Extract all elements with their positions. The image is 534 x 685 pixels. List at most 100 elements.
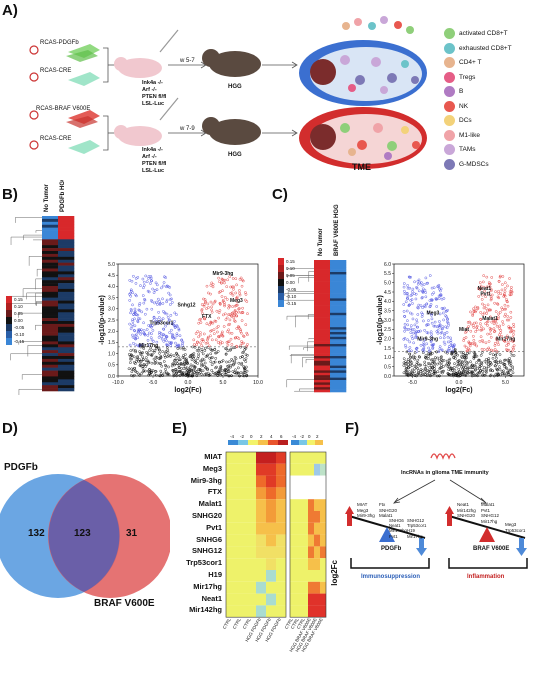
scale-swatch (278, 286, 284, 293)
gene-item: Neat1 (457, 502, 470, 507)
volcano-point (431, 346, 435, 349)
volcano-point (410, 349, 413, 353)
volcano-point (189, 355, 192, 359)
volcano-point (429, 340, 433, 343)
volcano-point (199, 317, 203, 321)
volcano-point (408, 352, 412, 356)
volcano-point (495, 349, 499, 353)
volcano-point (136, 313, 140, 317)
gene-annotation: Pvt1 (480, 292, 491, 298)
heat-cell (320, 452, 326, 464)
heat-cell (302, 581, 308, 594)
heat-cell (290, 522, 296, 535)
volcano-point (161, 350, 164, 353)
volcano-point (187, 371, 191, 375)
volcano-point (507, 373, 511, 376)
volcano-point (200, 364, 203, 368)
volcano-point (402, 371, 406, 375)
volcano-point (475, 328, 479, 332)
heat-cell (226, 522, 236, 535)
heat-cell (236, 570, 246, 582)
volcano-point (133, 317, 136, 321)
heat-cell (290, 558, 296, 570)
volcano-point (503, 290, 507, 293)
heat-cell (290, 511, 296, 523)
volcano-point (139, 360, 143, 363)
volcano-point (145, 351, 148, 354)
heat-cell (246, 511, 256, 523)
volcano-point (481, 302, 484, 306)
volcano-point (450, 350, 454, 354)
volcano-point (418, 281, 422, 285)
volcano-point (192, 338, 196, 342)
volcano-point (202, 317, 206, 321)
volcano-point (149, 336, 153, 339)
volcano-point (227, 374, 231, 378)
heat-cell (302, 558, 308, 570)
volcano-point (160, 364, 164, 368)
volcano-point (183, 348, 187, 351)
volcano-point (421, 290, 425, 294)
volcano-point (491, 353, 495, 356)
volcano-point (434, 298, 438, 301)
volcano-point (171, 334, 175, 337)
volcano-point (426, 331, 430, 335)
volcano-point (217, 335, 221, 339)
volcano-point (217, 276, 220, 280)
scale-tick: 0.15 (14, 297, 23, 302)
vector-pdgfb-label: RCAS-PDGFb (40, 40, 79, 46)
volcano-point (175, 353, 179, 357)
volcano-point (148, 343, 151, 347)
genotype-line: LSL-Luc (142, 168, 164, 174)
volcano-point (236, 371, 240, 375)
volcano-point (485, 361, 489, 365)
volcano-point (213, 299, 217, 303)
venn-left-label: PDGFb (4, 462, 38, 473)
mouse-pup-icon (114, 57, 162, 146)
heat-cell (296, 546, 302, 559)
gene-label: SNHG20 (191, 511, 222, 520)
volcano-point (144, 369, 147, 373)
volcano-point (419, 370, 423, 373)
volcano-point (185, 359, 188, 362)
volcano-point (459, 350, 463, 354)
volcano-point (131, 348, 135, 352)
volcano-point (142, 284, 146, 287)
volcano-point (197, 372, 201, 375)
volcano-point (416, 306, 419, 309)
volcano-point (408, 360, 412, 364)
heat-cell (246, 593, 256, 606)
y-tick-label: 0.5 (108, 363, 115, 369)
volcano-point (472, 374, 476, 377)
scale-tick: 0.05 (14, 311, 23, 316)
volcano-point (402, 310, 406, 313)
volcano-point (432, 360, 436, 364)
volcano-point (445, 309, 448, 313)
volcano-point (225, 369, 228, 372)
gmdsc-icon (444, 158, 455, 170)
volcano-point (415, 318, 418, 322)
volcano-point (136, 356, 139, 360)
venn-left-count: 132 (28, 528, 45, 539)
volcano-point (141, 370, 145, 374)
volcano-point (416, 366, 419, 370)
volcano-point (406, 372, 410, 376)
volcano-point (500, 288, 504, 292)
treg-icon (444, 71, 455, 83)
volcano-point (243, 348, 247, 352)
volcano-point (158, 300, 161, 303)
heat-cell (314, 570, 320, 582)
m1-icon (444, 129, 455, 141)
scale-tick: -0.10 (14, 332, 25, 337)
heat-cell (256, 511, 266, 523)
volcano-plot: -5.0 0.0 5.00.00.51.01.52.02.53.03.54.04.5… (384, 262, 525, 386)
heat-cell (276, 581, 286, 594)
volcano-point (158, 374, 162, 378)
scale-tick: 0.00 (286, 280, 295, 285)
volcano-point (207, 291, 210, 295)
volcano-point (147, 275, 151, 278)
volcano-point (425, 342, 429, 346)
volcano-point (462, 351, 465, 355)
volcano-point (162, 281, 166, 284)
volcano-point (441, 369, 444, 373)
